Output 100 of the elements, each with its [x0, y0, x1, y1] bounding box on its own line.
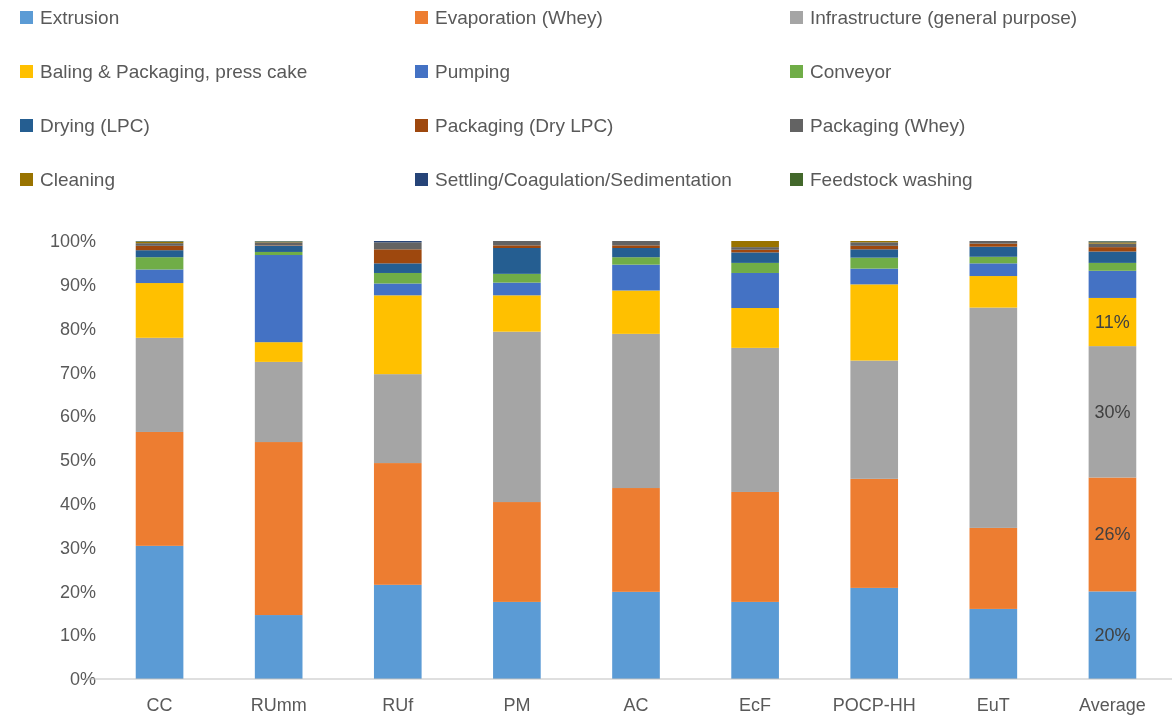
legend-label: Feedstock washing [810, 169, 973, 190]
bar [373, 374, 422, 464]
legend-label: Infrastructure (general purpose) [810, 7, 1078, 28]
bar [373, 272, 422, 284]
bar [969, 246, 1018, 257]
legend-label: Packaging (Whey) [810, 115, 966, 136]
bar [969, 276, 1018, 308]
bar [135, 250, 184, 258]
y-tick-label: 70% [59, 362, 96, 383]
bar [850, 587, 899, 679]
data-label: 26% [1094, 524, 1131, 545]
bar [373, 295, 422, 375]
bar [135, 245, 184, 251]
legend-label: Extrusion [40, 7, 120, 28]
bar [254, 615, 303, 679]
legend-label: Drying (LPC) [40, 115, 150, 136]
bar [1088, 247, 1137, 252]
bar [612, 290, 660, 334]
bar [1088, 270, 1137, 298]
legend-label: Baling & Packaging, press cake [40, 61, 308, 82]
bar [850, 284, 899, 361]
y-tick-label: 80% [59, 318, 96, 339]
bar [1088, 262, 1137, 271]
bar [731, 601, 779, 679]
x-tick-label: Average [1079, 695, 1146, 715]
bar [731, 491, 779, 602]
x-tick-label: PM [503, 695, 531, 715]
bar [1088, 591, 1137, 679]
x-tick-label: RUmm [250, 695, 307, 715]
bar [969, 263, 1018, 277]
bar [493, 601, 541, 679]
x-tick-label: AC [623, 695, 649, 715]
bar [254, 342, 303, 362]
bar [373, 263, 422, 273]
legend-label: Settling/Coagulation/Sedimentation [435, 169, 732, 190]
bar [135, 545, 184, 679]
legend-label: Pumping [435, 61, 510, 82]
bar [969, 307, 1018, 528]
bar [850, 268, 899, 285]
bar [135, 431, 184, 546]
bar [731, 241, 779, 248]
bar [493, 502, 541, 602]
bar [373, 283, 422, 296]
bar [493, 331, 541, 503]
bar [969, 608, 1018, 679]
bar [850, 249, 899, 258]
y-tick-label: 30% [59, 537, 96, 558]
data-label: 30% [1094, 401, 1131, 422]
bar [612, 257, 660, 265]
x-tick-label: EuT [976, 695, 1010, 715]
bar [493, 248, 541, 274]
bar [254, 361, 303, 443]
bar [373, 242, 422, 250]
bar [612, 488, 660, 592]
data-label: 11% [1095, 312, 1130, 333]
y-tick-label: 40% [59, 494, 96, 515]
bar [731, 262, 779, 273]
y-tick-label: 20% [59, 581, 96, 602]
bar [135, 257, 184, 270]
bar [135, 283, 184, 338]
y-tick-label: 100% [49, 231, 96, 252]
bar [254, 245, 303, 252]
bar [731, 252, 779, 263]
bar [254, 251, 303, 256]
bar [850, 257, 899, 269]
bar [612, 241, 660, 246]
legend-label: Evaporation (Whey) [435, 7, 603, 28]
y-tick-label: 50% [59, 450, 96, 471]
bar [135, 337, 184, 432]
bar [373, 463, 422, 585]
legend-label: Cleaning [40, 169, 115, 190]
bar [612, 333, 660, 489]
y-tick-label: 10% [59, 625, 96, 646]
x-tick-label: CC [146, 695, 173, 715]
y-tick-label: 0% [69, 669, 96, 690]
bar [493, 245, 541, 249]
bar [493, 241, 541, 246]
bar [1088, 251, 1137, 263]
legend-label: Packaging (Dry LPC) [435, 115, 614, 136]
bar [850, 478, 899, 588]
bar [1088, 477, 1137, 592]
bar [1088, 346, 1137, 478]
bar [612, 264, 660, 291]
bar [612, 245, 660, 249]
bar [254, 442, 303, 616]
bar [493, 282, 541, 296]
bar [731, 347, 779, 492]
y-tick-label: 90% [59, 275, 96, 296]
bar [373, 584, 422, 679]
x-tick-label: EcF [739, 695, 772, 715]
bar [493, 295, 541, 332]
x-tick-label: RUf [382, 695, 415, 715]
bar [731, 308, 779, 348]
bar [612, 591, 660, 679]
x-tick-label: POCP-HH [832, 695, 916, 715]
bar [850, 360, 899, 479]
bar [969, 256, 1018, 264]
bar [373, 249, 422, 264]
bar [254, 255, 303, 343]
bar [493, 273, 541, 283]
